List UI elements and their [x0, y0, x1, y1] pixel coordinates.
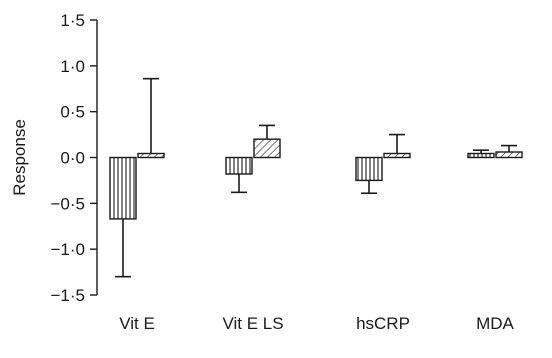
y-tick-label: 0·0: [60, 149, 85, 168]
bar-1: [109, 156, 137, 220]
x-category-label: Vit E LS: [222, 314, 283, 333]
x-category-label: MDA: [476, 314, 514, 333]
y-tick-label: 1·0: [60, 57, 85, 76]
bar-2: [495, 151, 523, 159]
bar-2: [383, 152, 411, 159]
bar-2: [253, 138, 281, 159]
bar-1: [225, 156, 253, 175]
x-category-label: Vit E: [119, 314, 155, 333]
y-tick-label: −1·0: [51, 240, 86, 259]
bar-2: [137, 152, 165, 159]
y-tick-label: 0·5: [60, 103, 85, 122]
y-tick-label: 1·5: [60, 11, 85, 30]
y-axis-title: Response: [10, 119, 29, 196]
x-category-label: hsCRP: [356, 314, 410, 333]
y-tick-label: −1·5: [51, 286, 86, 305]
y-tick-label: −0·5: [51, 194, 86, 213]
bar-1: [355, 156, 383, 182]
bar-1: [467, 152, 495, 159]
